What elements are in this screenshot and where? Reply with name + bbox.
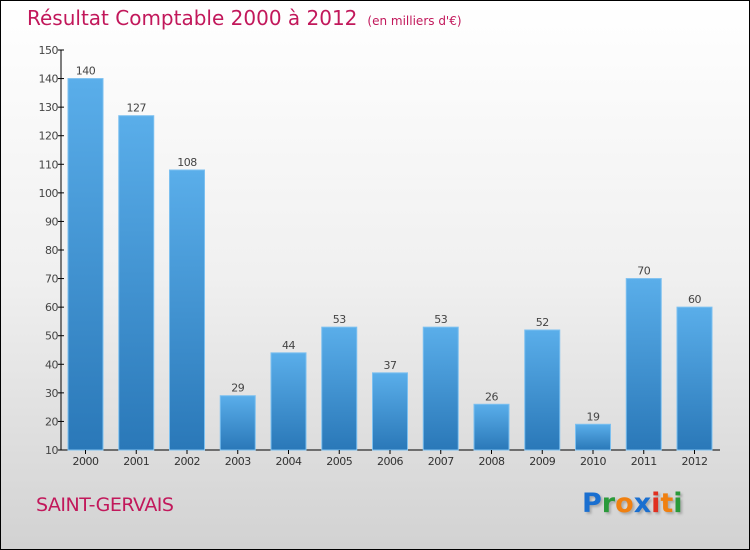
y-tick-label: 140 [39,73,59,86]
bar-2012 [676,306,713,451]
y-tick-label: 50 [45,330,58,343]
bar-2007 [422,326,459,451]
x-tick-label: 2011 [631,455,657,468]
bar-2006 [372,372,408,451]
x-tick-label: 2010 [580,455,606,468]
y-tick-label: 150 [39,44,59,57]
bar-2009 [524,329,561,451]
data-label: 140 [76,65,96,78]
x-tick-label: 2001 [123,455,149,468]
data-label: 53 [434,313,447,326]
y-tick-label: 130 [39,101,59,114]
chart-subtitle: (en milliers d'€) [367,14,462,28]
city-name: SAINT-GERVAIS [36,494,174,516]
bar-2005 [321,326,358,451]
y-tick-label: 40 [45,358,58,371]
x-tick-label: 2007 [428,455,454,468]
x-tick-label: 2006 [377,455,403,468]
data-label: 127 [127,102,147,115]
bar-2008 [473,403,510,451]
chart-title: Résultat Comptable 2000 à 2012 (en millie… [27,6,462,30]
y-tick-label: 120 [39,130,59,143]
data-label: 53 [333,313,346,326]
bar-2003 [219,395,256,451]
data-label: 108 [177,156,197,169]
x-tick-label: 2009 [529,455,555,468]
y-tick-label: 20 [45,415,58,428]
data-label: 37 [384,359,397,372]
x-tick-label: 2008 [479,455,505,468]
y-tick-label: 100 [39,187,59,200]
y-tick-label: 30 [45,387,58,400]
bar-2010 [575,423,611,451]
y-tick-label: 110 [39,158,59,171]
y-tick-label: 10 [45,444,58,457]
data-label: 70 [637,265,650,278]
title-text: Résultat Comptable 2000 à 2012 [27,6,358,30]
x-tick-label: 2002 [174,455,200,468]
data-label: 26 [485,390,498,403]
bar-2002 [169,169,205,451]
data-label: 29 [231,382,244,395]
data-label: 60 [688,293,701,306]
y-tick-label: 80 [45,244,58,257]
y-tick-label: 70 [45,273,58,286]
bar-2001 [118,115,155,451]
data-label: 52 [536,316,549,329]
x-tick-label: 2003 [225,455,251,468]
bar-2011 [625,278,662,451]
bar-2000 [67,78,104,451]
x-tick-label: 2000 [73,455,99,468]
x-tick-label: 2012 [682,455,708,468]
bar-2004 [270,352,307,451]
data-label: 19 [587,410,600,423]
y-tick-label: 60 [45,301,58,314]
data-label: 44 [282,339,295,352]
x-tick-label: 2005 [326,455,352,468]
y-tick-label: 90 [45,215,58,228]
proxiti-logo[interactable]: Proxiti [582,488,683,519]
x-tick-label: 2004 [276,455,302,468]
